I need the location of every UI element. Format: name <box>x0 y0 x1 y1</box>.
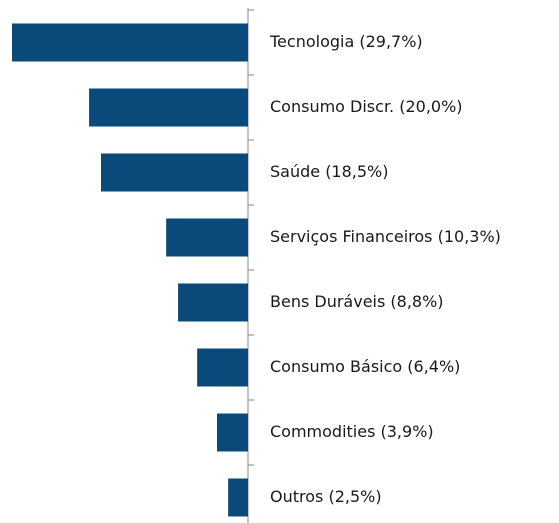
category-label: Consumo Básico (6,4%) <box>270 357 460 376</box>
bar <box>178 283 248 322</box>
bar <box>217 413 248 452</box>
category-label: Commodities (3,9%) <box>270 422 434 441</box>
bar <box>228 478 248 517</box>
bar <box>166 218 248 257</box>
bar <box>100 153 248 192</box>
category-label: Serviços Financeiros (10,3%) <box>270 227 501 246</box>
bar <box>12 23 248 62</box>
category-label: Bens Duráveis (8,8%) <box>270 292 444 311</box>
category-label: Saúde (18,5%) <box>270 162 389 181</box>
category-label: Consumo Discr. (20,0%) <box>270 97 463 116</box>
category-label: Tecnologia (29,7%) <box>269 32 423 51</box>
bar <box>89 88 248 127</box>
bar <box>197 348 248 387</box>
category-label: Outros (2,5%) <box>270 487 382 506</box>
